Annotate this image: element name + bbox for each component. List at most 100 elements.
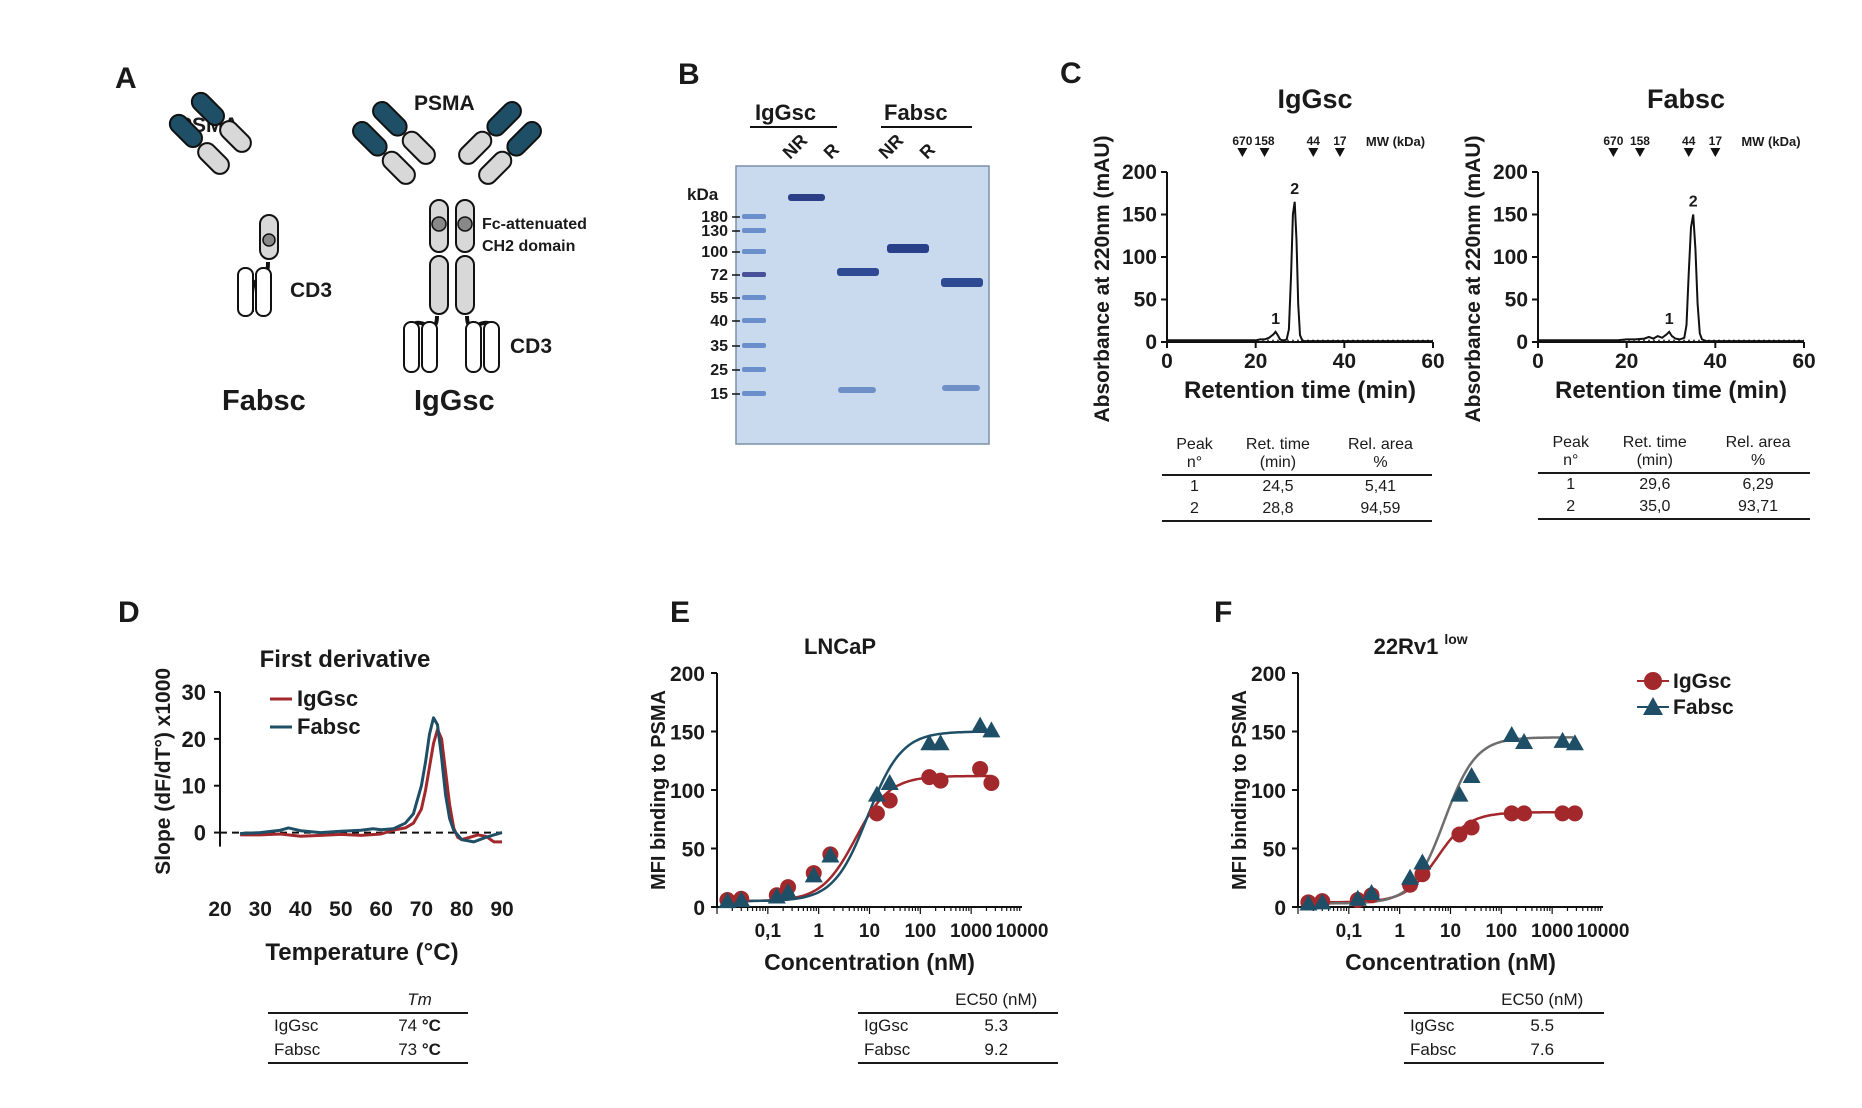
legend-label: Fabsc <box>297 714 361 739</box>
data-point-fabsc <box>880 773 899 790</box>
data-point-fabsc <box>1462 766 1481 783</box>
y-tick-label: 0 <box>1274 897 1286 920</box>
gel-group-iggsc: IgGsc <box>755 100 816 125</box>
th-peak: Peak n° <box>1552 434 1589 469</box>
x-tick-label: 10000 <box>996 921 1049 942</box>
table-row: Fabsc 73 °C <box>268 1038 468 1063</box>
gel-marker-label: 25 <box>710 362 728 379</box>
th-ec50: EC50 (nM) <box>1501 990 1584 1009</box>
peak-label: 2 <box>1689 194 1698 211</box>
x-tick-label: 30 <box>249 898 272 921</box>
panel-label-c: C <box>1060 57 1082 90</box>
band-iggsc-r-heavy <box>837 268 879 276</box>
mw-marker-label: 158 <box>1630 134 1650 148</box>
mw-marker-arrow <box>1237 148 1248 157</box>
ladder-band <box>742 295 766 300</box>
data-point-fabsc <box>821 846 840 863</box>
data-point-fabsc <box>779 882 798 899</box>
chart-d: First derivative 0 10 20 30 20 30 40 50 60 70 80 90 T… <box>152 646 514 966</box>
fabsc-schematic: PSMA CD3 Fabsc <box>168 91 332 417</box>
gel-marker-label: 40 <box>710 313 728 330</box>
mw-marker-label: 17 <box>1709 134 1723 148</box>
panel-f: F 22Rv1 low 0 50 100 150 200 0,1 1 10 100 1000 10000… <box>1214 596 1734 975</box>
y-tick-label: 0 <box>1516 331 1528 354</box>
table-row: Fabsc 7.6 <box>1404 1038 1604 1063</box>
mw-marker-label: 670 <box>1603 134 1623 148</box>
data-point-fabsc <box>804 866 823 883</box>
x-tick-label: 1 <box>1394 921 1405 942</box>
mw-marker-arrow <box>1683 148 1694 157</box>
th-rel-area: Rel. area% <box>1347 436 1413 471</box>
ladder-band <box>742 272 766 277</box>
gel-marker-label: 15 <box>710 386 728 403</box>
fit-curve-fabsc <box>1308 736 1574 905</box>
y-tick-label: 10 <box>182 774 206 799</box>
th-rel-area: Rel. area% <box>1725 434 1791 469</box>
x-tick-label: 1000 <box>950 921 992 942</box>
ladder-band <box>742 228 766 233</box>
iggsc-note-line2: CH2 domain <box>482 238 575 255</box>
x-tick-label: 0,1 <box>755 921 782 942</box>
fit-curve-fabsc <box>727 730 993 903</box>
peak-label: 1 <box>1665 311 1674 328</box>
y-tick-label: 30 <box>182 680 206 705</box>
data-point-iggsc <box>932 772 949 789</box>
y-axis-label: Slope (dF/dT°) x1000 <box>152 668 175 875</box>
x-tick-label: 1 <box>813 921 824 942</box>
panel-label-d: D <box>118 596 140 629</box>
gel-group-fabsc: Fabsc <box>884 100 948 125</box>
data-point-fabsc <box>1565 734 1584 751</box>
gel-unit-label: kDa <box>687 185 719 204</box>
panel-f-table: EC50 (nM) IgGsc 5.5 Fabsc 7.6 <box>1404 988 1604 1064</box>
x-tick-label: 1000 <box>1531 921 1573 942</box>
y-axis-label: Absorbance at 220nm (mAU) <box>1462 135 1485 422</box>
band-iggsc-nr <box>788 194 825 201</box>
panel-label-b: B <box>678 58 700 91</box>
panel-a: A PSMA CD3 Fabsc PSMA <box>115 62 587 417</box>
table-row: 2 35,0 93,71 <box>1538 496 1810 519</box>
data-point-iggsc <box>972 760 989 777</box>
x-tick-label: 20 <box>1615 350 1638 373</box>
x-tick-label: 0,1 <box>1336 921 1363 942</box>
x-tick-label: 20 <box>1244 350 1267 373</box>
y-tick-label: 20 <box>182 727 206 752</box>
y-tick-label: 100 <box>1493 246 1528 269</box>
y-tick-label: 0 <box>194 821 206 846</box>
y-tick-label: 150 <box>670 722 705 745</box>
data-point-fabsc <box>867 785 886 802</box>
y-tick-label: 150 <box>1122 204 1157 227</box>
x-tick-label: 10 <box>859 921 880 942</box>
iggsc-target-label: PSMA <box>414 92 475 115</box>
gel-marker-label: 130 <box>701 223 728 240</box>
y-tick-label: 150 <box>1493 204 1528 227</box>
y-tick-label: 0 <box>693 897 705 920</box>
x-tick-label: 50 <box>329 898 352 921</box>
x-axis-label: Temperature (°C) <box>265 939 458 966</box>
ladder-band <box>742 214 766 219</box>
band-fabsc-nr <box>887 244 929 253</box>
data-point-iggsc <box>881 792 898 809</box>
panel-c-table-fabsc: Peak n° Ret. time (min) Rel. area% 1 29,6 6,… <box>1538 432 1810 520</box>
data-point-fabsc <box>1553 731 1572 748</box>
th-peak: Peak n° <box>1176 436 1213 471</box>
th-ret-time: Ret. time (min) <box>1245 436 1310 471</box>
chart-title: 22Rv1 <box>1374 634 1439 659</box>
lane-label-1: NR <box>779 130 812 163</box>
chart-c-fabsc: Fabsc 670 158 44 17 MW (kDa) 0 50 100 150 200 0 20 40… <box>1462 84 1816 423</box>
band-fabsc-r-heavy <box>941 278 983 287</box>
panel-label-f: F <box>1214 596 1232 629</box>
x-tick-label: 100 <box>904 921 936 942</box>
panel-e: E LNCaP 0 50 100 150 200 0,1 1 10 100 1000 10000 Con… <box>648 596 1049 975</box>
table-row: IgGsc 74 °C <box>274 1016 441 1035</box>
legend-label: IgGsc <box>1673 670 1732 693</box>
mw-marker-label: 670 <box>1232 134 1252 148</box>
table-row: Fabsc 9.2 <box>858 1038 1058 1063</box>
data-point-fabsc <box>767 887 786 904</box>
mw-marker-arrow <box>1334 148 1345 157</box>
fabsc-name: Fabsc <box>222 385 306 417</box>
table-row: IgGsc 5.3 <box>864 1016 1009 1035</box>
table-row: 1 29,6 6,29 <box>1566 476 1774 493</box>
lane-label-3: NR <box>875 130 908 163</box>
mw-marker-label: 44 <box>1307 134 1321 148</box>
